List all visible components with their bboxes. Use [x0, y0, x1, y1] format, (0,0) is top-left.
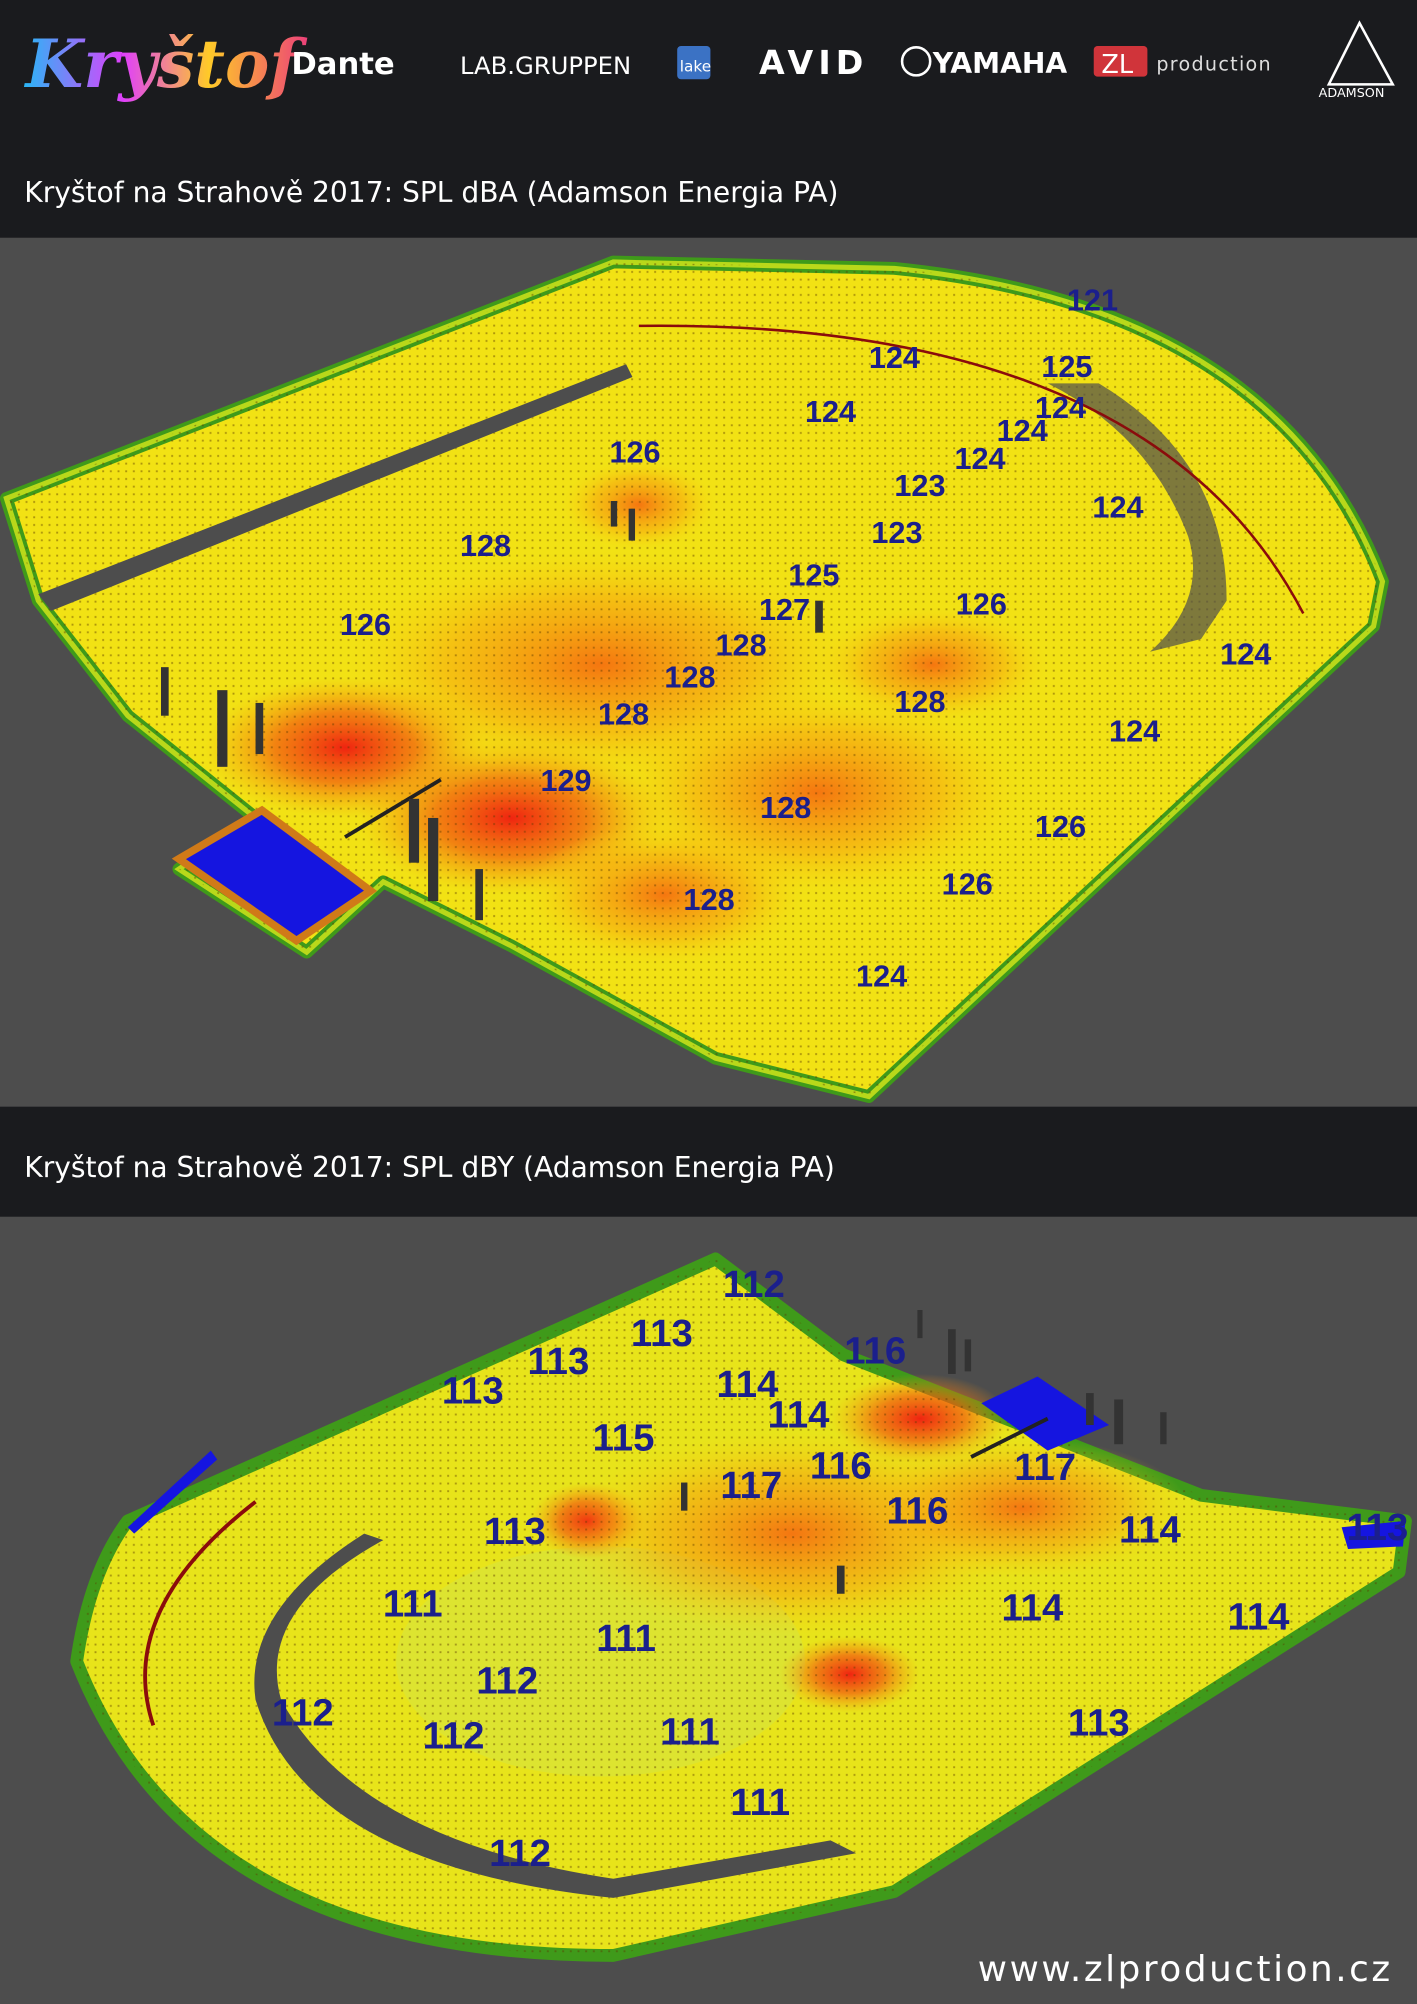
spl-map [0, 255, 1389, 1103]
level-label: 126 [956, 588, 1007, 622]
level-label: 128 [684, 883, 735, 917]
rail [143, 1500, 257, 1726]
level-label: 112 [272, 1691, 334, 1734]
level-label: 114 [1119, 1509, 1182, 1552]
level-label: 126 [340, 608, 391, 642]
level-label: 117 [1014, 1446, 1076, 1489]
level-label: 128 [760, 791, 811, 825]
level-label: 114 [717, 1363, 780, 1406]
level-label: 128 [894, 685, 945, 719]
level-label: 112 [723, 1263, 785, 1306]
level-label: 125 [788, 558, 839, 592]
level-label: 113 [527, 1340, 589, 1383]
logo: LAB.GRUPPEN [460, 51, 631, 80]
level-label: 126 [609, 436, 660, 470]
level-label: 129 [540, 764, 591, 798]
level-label: 127 [759, 593, 810, 627]
stage [1341, 1520, 1406, 1550]
level-label: 123 [894, 469, 945, 503]
logo: YAMAHA [932, 47, 1068, 80]
level-label: 112 [476, 1659, 538, 1702]
level-label: 117 [720, 1464, 782, 1507]
level-label: 113 [484, 1510, 546, 1553]
level-label: 124 [805, 395, 856, 429]
level-label: 116 [844, 1330, 906, 1373]
level-label: 124 [1109, 714, 1160, 748]
level-label: 116 [810, 1445, 872, 1488]
logo: production [1156, 52, 1272, 75]
logo: AVID [759, 43, 869, 82]
level-label: 121 [1067, 284, 1118, 318]
speakers [681, 1310, 1167, 1594]
level-label: 112 [489, 1832, 551, 1875]
level-label: 111 [596, 1617, 656, 1660]
level-label: 112 [423, 1714, 485, 1757]
stage [981, 1376, 1110, 1451]
level-label: 116 [886, 1489, 948, 1532]
truss [344, 777, 442, 839]
level-label: 111 [730, 1781, 790, 1824]
level-label: 114 [1001, 1587, 1064, 1630]
level-label: 128 [664, 661, 715, 695]
stage [171, 805, 378, 946]
logo: Dante [291, 47, 394, 82]
level-label: 124 [954, 442, 1005, 476]
level-label: 128 [716, 629, 767, 663]
aisle [254, 1533, 857, 1898]
level-label: 125 [1041, 350, 1092, 384]
level-label: 111 [383, 1583, 443, 1626]
level-label: 124 [1035, 391, 1086, 425]
level-label: 111 [660, 1711, 720, 1754]
level-label: 113 [1346, 1506, 1408, 1549]
level-label: 113 [442, 1369, 504, 1412]
logo-box [677, 46, 711, 80]
delay-tower [127, 1450, 218, 1534]
aisle [1047, 383, 1227, 652]
seat-grid [76, 1258, 1406, 1956]
level-label: 123 [871, 516, 922, 550]
level-label: 113 [631, 1312, 693, 1355]
rail [638, 324, 1305, 615]
level-label: 114 [1228, 1596, 1291, 1639]
spl-map [70, 1252, 1412, 1962]
panel-title: Kryštof na Strahově 2017: SPL dBA (Adams… [24, 176, 838, 209]
header-band [0, 0, 1417, 238]
logo: ZL [1101, 50, 1133, 80]
level-label: 124 [869, 341, 920, 375]
logo: ADAMSON [1319, 86, 1385, 101]
title-band [0, 1106, 1417, 1217]
panel-title: Kryštof na Strahově 2017: SPL dBY (Adams… [24, 1151, 835, 1184]
speakers [160, 501, 823, 921]
aisle [38, 364, 633, 611]
logo: lake [680, 58, 711, 76]
level-label: 113 [1068, 1702, 1130, 1745]
level-label: 128 [598, 698, 649, 732]
truss [970, 1416, 1049, 1459]
level-label: 124 [856, 960, 907, 994]
logo-mark [1326, 20, 1395, 86]
logo-mark [900, 46, 932, 77]
level-label: 124 [997, 414, 1048, 448]
level-label: 128 [460, 529, 511, 563]
level-label: 124 [1220, 638, 1271, 672]
level-label: 114 [768, 1394, 831, 1437]
level-label: 115 [593, 1417, 655, 1460]
level-label: 126 [942, 868, 993, 902]
level-label: 126 [1035, 810, 1086, 844]
level-label: 124 [1092, 491, 1143, 525]
logo-box [1093, 46, 1148, 77]
footer-url: www.zlproduction.cz [978, 1949, 1393, 1990]
logo: Kryštof [24, 25, 309, 103]
